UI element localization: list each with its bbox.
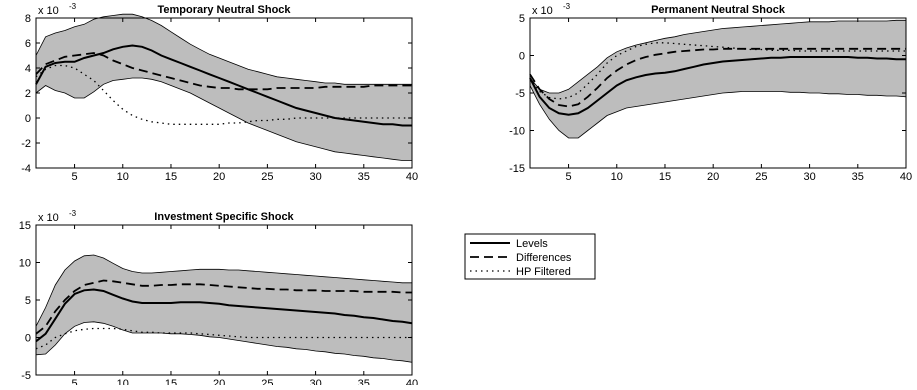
series-line-hp-filtered [35,64,412,125]
series-line-levels [35,44,412,127]
y-tick-label: -10 [509,126,525,138]
axis-scale-exponent: -3 [69,209,77,218]
x-tick-label: 30 [309,378,321,385]
panel-temporary-neutral-shock: 5 10 15 20 25 30 35 40 -4 -2 0 2 4 6 8 x 10 -3 Temporary … [21,2,418,183]
x-tick-label: 25 [261,378,273,385]
legend-label-hp-filtered: HP Filtered [516,266,571,278]
x-tick-label: 25 [755,171,767,183]
axis-scale-label: x 10 [38,212,59,224]
y-tick-label: 0 [25,333,31,345]
x-tick-label: 15 [165,171,177,183]
x-tick-label: 25 [261,171,273,183]
x-tick-label: 40 [900,171,912,183]
series-line-differences [35,52,412,91]
x-tick-label: 10 [117,171,129,183]
x-tick-label: 5 [566,171,572,183]
x-tick-label: 20 [707,171,719,183]
x-tick-label: 5 [72,378,78,385]
series-line-levels [529,56,906,116]
x-tick-label: 15 [659,171,671,183]
axis-scale-label: x 10 [38,5,59,17]
series-line-levels [35,288,413,343]
y-tick-label: 5 [519,13,525,25]
y-tick-label: 0 [25,113,31,125]
x-tick-label: 35 [358,171,370,183]
series-line-differences [35,279,412,335]
y-tick-label: 6 [25,38,31,50]
y-tick-label: 5 [25,295,31,307]
axis-scale-label: x 10 [532,5,553,17]
y-tick-label: 10 [19,258,31,270]
panel-permanent-neutral-shock: 5 10 15 20 25 30 35 40 -15 -10 -5 0 5 x 10 -3 Permanent… [509,2,912,183]
x-tick-label: 35 [358,378,370,385]
series-line-hp-filtered [529,42,906,100]
confidence-band [35,254,413,363]
legend: Levels Differences HP Filtered [464,233,596,280]
y-tick-label: 15 [19,220,31,232]
panel-title: Investment Specific Shock [154,211,294,223]
legend-label-levels: Levels [516,238,548,250]
x-tick-label: 15 [165,378,177,385]
y-tick-label: -15 [509,163,525,175]
y-tick-label: 4 [25,63,31,75]
x-tick-label: 20 [213,378,225,385]
x-tick-label: 30 [309,171,321,183]
x-tick-label: 30 [803,171,815,183]
y-tick-label: -5 [21,370,31,382]
y-tick-label: 8 [25,13,31,25]
series-line-hp-filtered [35,327,412,350]
axis-scale-exponent: -3 [563,2,571,11]
panel-title: Temporary Neutral Shock [157,4,291,16]
y-tick-label: -5 [515,88,525,100]
series-line-differences [529,47,906,108]
x-tick-label: 5 [72,171,78,183]
x-tick-label: 35 [852,171,864,183]
legend-label-differences: Differences [516,252,572,264]
x-tick-label: 10 [117,378,129,385]
x-tick-label: 40 [406,378,418,385]
y-tick-label: -4 [21,163,31,175]
y-tick-label: -2 [21,138,31,150]
x-tick-label: 40 [406,171,418,183]
x-tick-label: 20 [213,171,225,183]
panel-investment-specific-shock: 5 10 15 20 25 30 35 40 -5 0 5 10 15 x 10 -3 Investment … [19,209,418,390]
confidence-band [529,19,907,139]
y-tick-label: 2 [25,88,31,100]
panel-title: Permanent Neutral Shock [651,4,786,16]
axis-scale-exponent: -3 [69,2,77,11]
y-tick-label: 0 [519,51,525,63]
x-tick-label: 10 [611,171,623,183]
